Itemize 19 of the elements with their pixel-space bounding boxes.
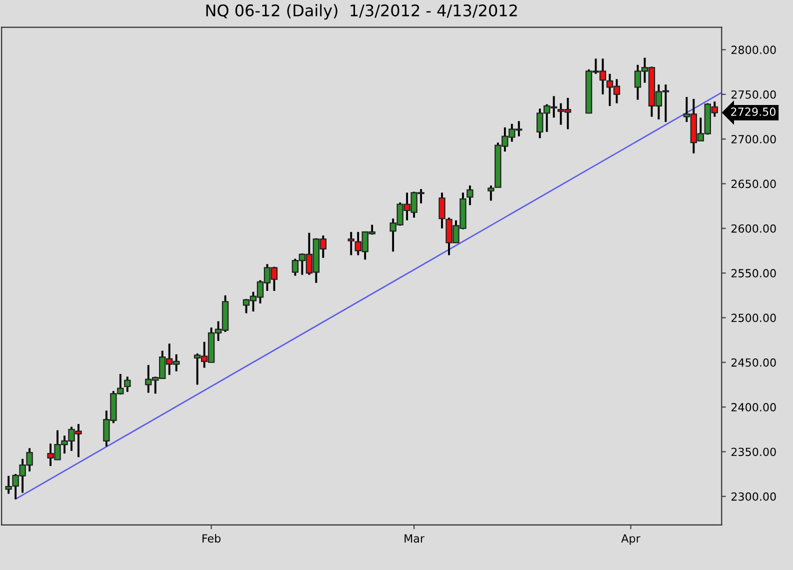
y-tick-label: 2600.00 [731,224,776,233]
candlestick [438,192,446,230]
y-tick-label: 2700.00 [731,135,776,144]
y-tick-label: 2800.00 [731,46,776,54]
y-tick-label: 2750.00 [731,90,776,99]
x-tick-label: Feb [202,534,221,543]
candlestick [466,184,474,206]
y-tick-label: 2350.00 [731,448,776,456]
y-tick-label: 2300.00 [731,492,776,501]
candlestick [124,376,131,393]
x-tick-label: Apr [621,534,640,545]
y-tick-label: 2400.00 [731,403,776,412]
chart-title: NQ 06-12 (Daily) 1/3/2012 - 4/13/2012 [206,4,517,20]
y-tick-label: 2500.00 [731,314,776,322]
y-tick-label: 2650.00 [731,180,776,188]
y-tick-label: 2450.00 [731,358,776,367]
y-tick-label: 2550.00 [731,269,776,278]
x-tick-label: Mar [404,534,425,543]
text: 2729.50 [731,107,776,116]
